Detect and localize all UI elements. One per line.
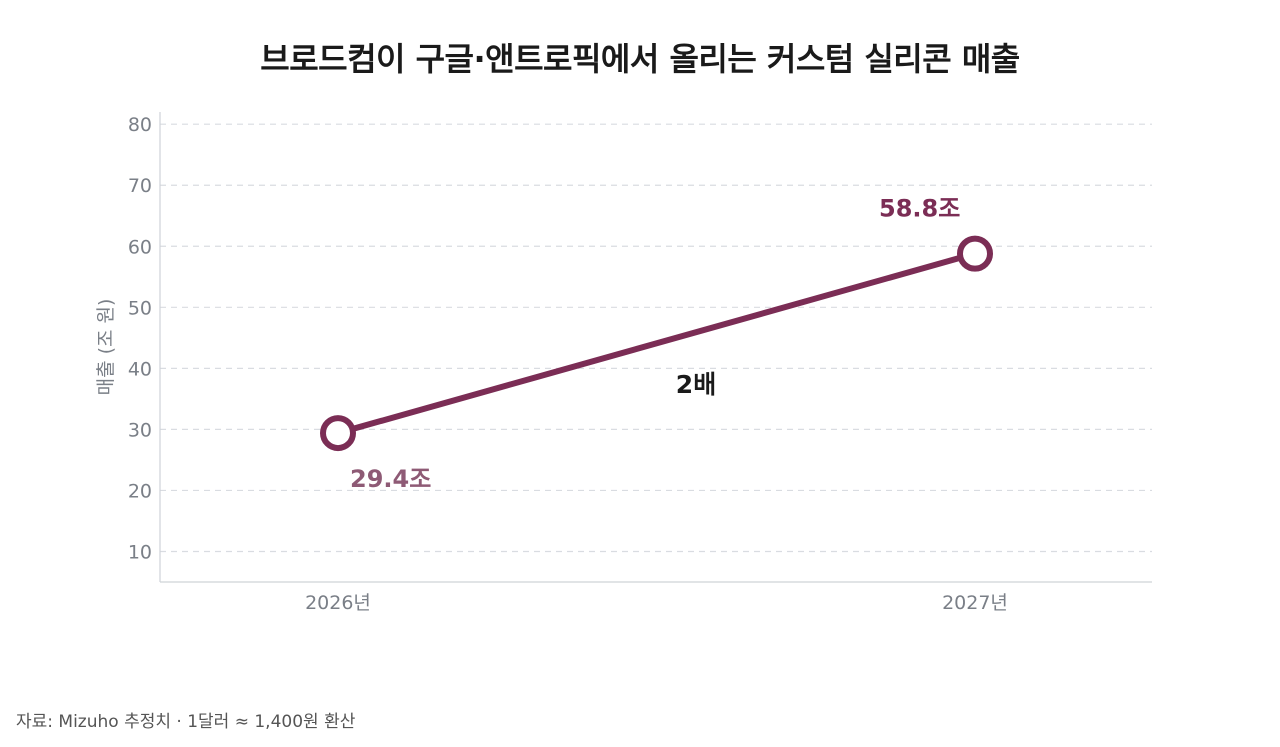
- data-label-2: 58.8조: [879, 195, 960, 223]
- x-tick-label: 2026년: [305, 592, 371, 614]
- y-tick-label: 10: [128, 541, 152, 563]
- y-tick-label: 50: [128, 297, 152, 319]
- y-tick-label: 70: [128, 175, 152, 197]
- y-tick-label: 60: [128, 236, 152, 258]
- x-tick-labels: 2026년 2027년: [305, 592, 1008, 614]
- y-tick-label: 30: [128, 419, 152, 441]
- grid-lines: [160, 123, 1152, 553]
- series-line: [335, 250, 978, 437]
- data-point-1: [320, 415, 356, 452]
- data-label-1: 29.4조: [350, 465, 431, 493]
- chart-title: 브로드컴이 구글·앤트로픽에서 올리는 커스텀 실리콘 매출: [260, 40, 1020, 78]
- data-labels: 29.4조 58.8조: [350, 195, 960, 493]
- y-tick-label: 20: [128, 480, 152, 502]
- y-tick-label: 40: [128, 358, 152, 380]
- x-tick-label: 2027년: [942, 592, 1008, 614]
- y-tick-label: 80: [128, 114, 152, 136]
- data-point-2: [957, 235, 993, 272]
- axes: [159, 112, 1152, 583]
- growth-annotation: 2배: [676, 370, 716, 399]
- series-layer: [320, 235, 993, 452]
- y-axis-title: 매출 (조 원): [95, 299, 117, 396]
- y-tick-labels: 10 20 30 40 50 60 70 80: [128, 114, 152, 563]
- source-note: 자료: Mizuho 추정치 · 1달러 ≈ 1,400원 환산: [16, 712, 356, 732]
